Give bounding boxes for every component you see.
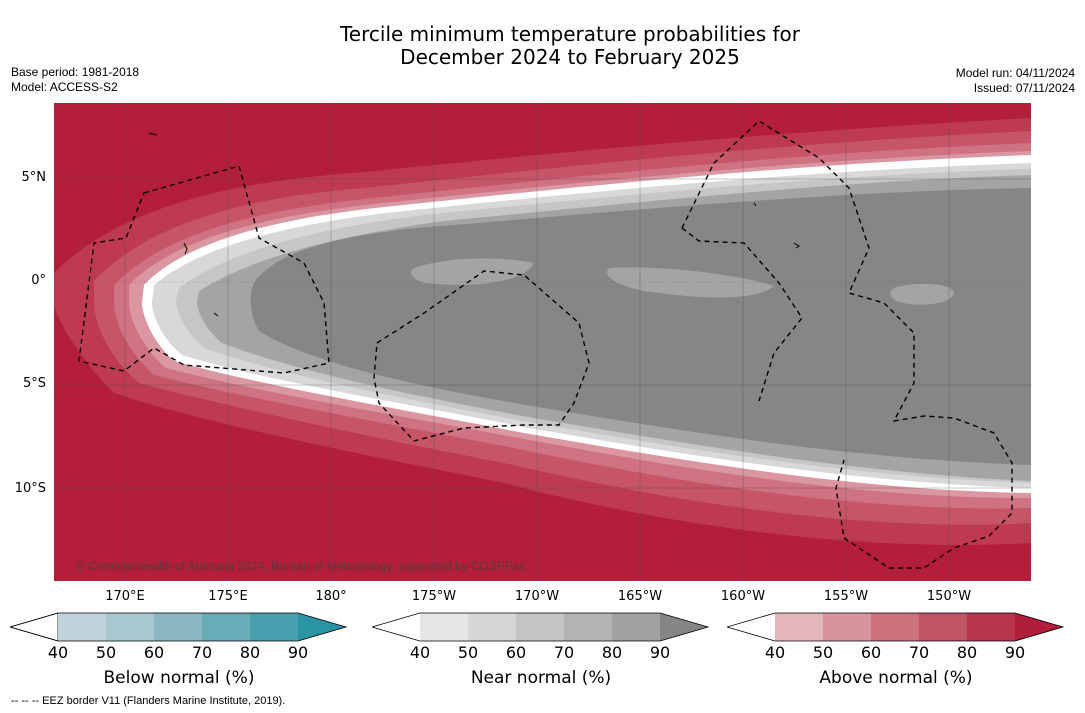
cb-above-seg-1 (775, 613, 823, 641)
coastline-islet-4 (148, 132, 158, 136)
cb-near-seg-1 (420, 613, 468, 641)
cb-near-tick: 70 (553, 643, 575, 662)
cb-near-outline (372, 612, 710, 642)
coastlines (148, 132, 800, 317)
cb-near-tick: 90 (649, 643, 671, 662)
copyright-text: © Commonwealth of Australia 2024, Bureau… (76, 559, 526, 573)
cb-below-tick: 90 (287, 643, 309, 662)
cb-near-under (372, 613, 420, 641)
eez-border-tuvalu (78, 165, 330, 374)
lat-label-5n: 5°N (21, 170, 47, 185)
lat-label-0: 0° (31, 273, 46, 288)
coastline-islet-2 (213, 312, 219, 317)
near-normal-80-patch-1 (411, 258, 534, 285)
cb-above-seg-3 (871, 613, 919, 641)
cb-below-under (10, 612, 59, 642)
cb-above-seg-4 (919, 613, 967, 641)
cb-above-tick: 80 (956, 643, 978, 662)
cb-below-seg-4 (202, 613, 250, 641)
cb-above-tick: 60 (860, 643, 882, 662)
cb-above-tick: 50 (812, 643, 834, 662)
model-text: Model: ACCESS-S2 (11, 80, 118, 94)
cb-near-over (660, 613, 708, 641)
cb-near-seg-3 (516, 613, 564, 641)
model-run-text: Model run: 04/11/2024 (955, 66, 1075, 80)
cb-near-tick: 40 (409, 643, 431, 662)
map-gridlines (54, 103, 1031, 581)
near-normal-80-patch-2 (607, 267, 774, 298)
base-period-text: Base period: 1981-2018 (11, 65, 140, 79)
cb-below-outline (10, 612, 348, 642)
cb-below-tick: 80 (239, 643, 261, 662)
coastline-islet-3 (793, 242, 800, 249)
cb-below-tick: 70 (191, 643, 213, 662)
cb-below-over (298, 613, 346, 641)
cb-above-tick: 70 (908, 643, 930, 662)
colorbar-near-title: Near normal (%) (470, 668, 612, 688)
cb-near-seg-5 (612, 613, 660, 641)
colorbar-below-title: Below normal (%) (103, 668, 255, 688)
lon-label-160w: 160°W (720, 589, 766, 604)
meta-right: Model run: 04/11/2024 Issued: 07/11/2024 (956, 66, 1075, 96)
cb-near-seg-2 (468, 613, 516, 641)
issued-text: Issued: 07/11/2024 (973, 81, 1075, 95)
cb-below-seg-5 (250, 613, 298, 641)
eez-border-line-islands (681, 227, 803, 402)
cb-below-seg-1 (58, 613, 106, 641)
title-line-2: December 2024 to February 2025 (400, 45, 740, 69)
cb-below-seg-2 (106, 613, 154, 641)
cb-near-tick: 60 (505, 643, 527, 662)
lon-label-170e: 170°E (105, 589, 145, 604)
cb-below-tick: 50 (95, 643, 117, 662)
cb-above-tick: 90 (1004, 643, 1026, 662)
colorbar-below-normal (10, 612, 348, 642)
near-normal-90-region (250, 188, 1031, 465)
lon-label-180: 180° (315, 589, 347, 604)
cb-above-under (727, 613, 775, 641)
lon-label-170w: 170°W (514, 589, 560, 604)
probability-map (54, 103, 1031, 581)
cb-above-tick: 40 (764, 643, 786, 662)
cb-near-seg-4 (564, 613, 612, 641)
cb-above-outline (727, 612, 1065, 642)
meta-left: Base period: 1981-2018 Model: ACCESS-S2 (11, 65, 139, 95)
lat-label-5s: 5°S (22, 376, 46, 391)
lon-label-150w: 150°W (926, 589, 972, 604)
eez-footnote: -- -- -- EEZ border V11 (Flanders Marine… (11, 695, 286, 707)
lon-label-165w: 165°W (617, 589, 663, 604)
lat-label-10s: 10°S (14, 481, 46, 496)
colorbar-near-normal (372, 612, 710, 642)
eez-borders (78, 120, 1013, 569)
coastline-islet-5 (753, 202, 757, 207)
eez-border-tokelau (373, 270, 590, 442)
coastline-islet-1 (183, 242, 188, 255)
eez-border-kiribati-north (681, 120, 1013, 569)
cb-above-seg-2 (823, 613, 871, 641)
cb-below-tick: 40 (47, 643, 69, 662)
cb-near-tick: 50 (457, 643, 479, 662)
near-normal-80-patch-3 (890, 283, 954, 305)
lon-label-155w: 155°W (823, 589, 869, 604)
cb-above-seg-5 (967, 613, 1015, 641)
colorbar-above-normal (727, 612, 1065, 642)
cb-below-seg-3 (154, 613, 202, 641)
cb-below-tick: 60 (143, 643, 165, 662)
colorbar-above-title: Above normal (%) (819, 668, 973, 688)
lon-label-175w: 175°W (411, 589, 457, 604)
cb-near-tick: 80 (601, 643, 623, 662)
cb-above-over (1015, 613, 1063, 641)
title-line-1: Tercile minimum temperature probabilitie… (339, 22, 801, 46)
lon-label-175e: 175°E (208, 589, 248, 604)
